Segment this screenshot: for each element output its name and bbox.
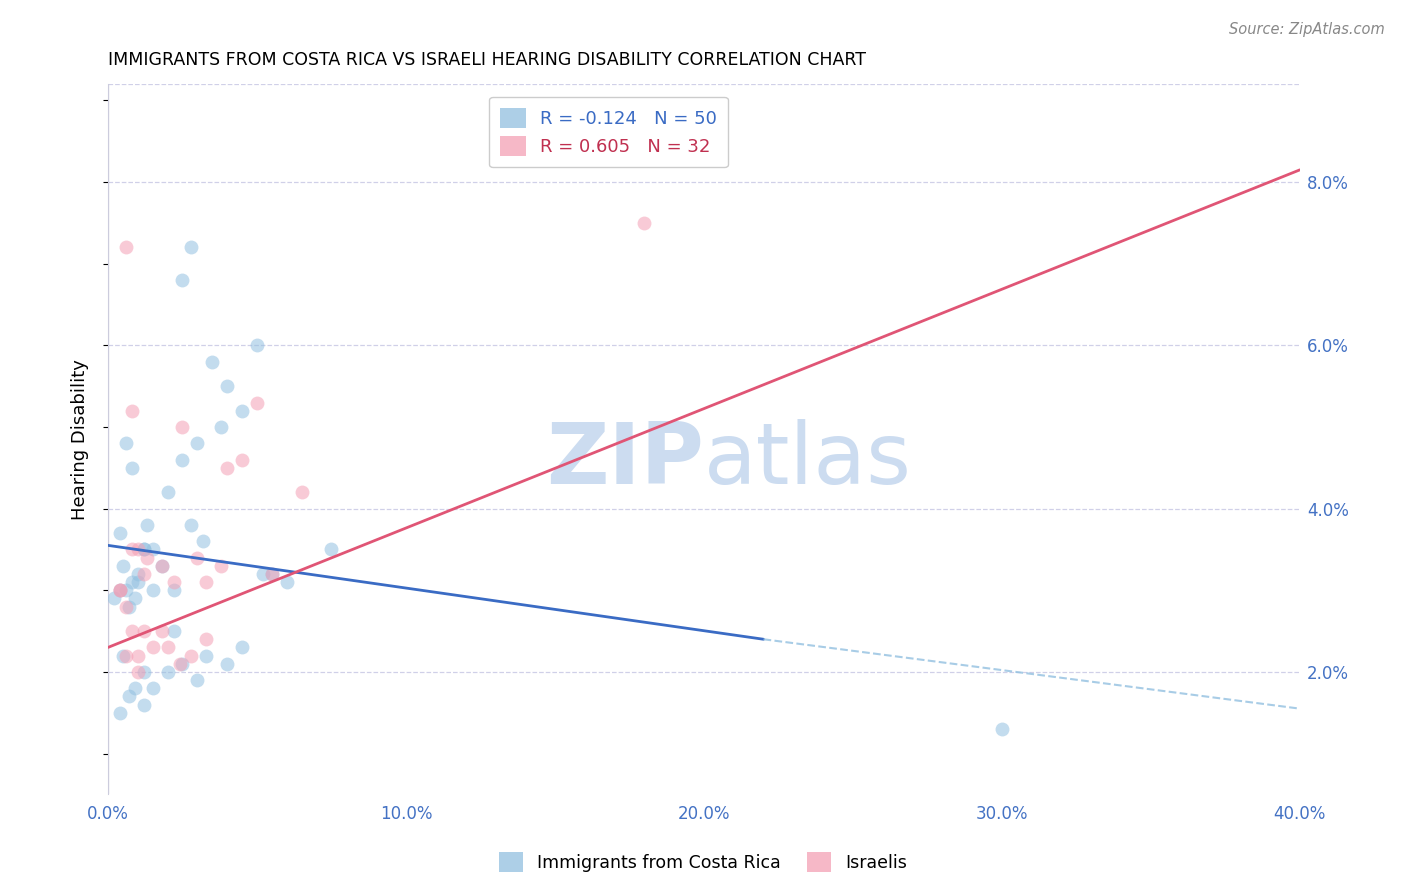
Y-axis label: Hearing Disability: Hearing Disability	[72, 359, 89, 520]
Point	[111, 558, 134, 573]
Point	[121, 624, 143, 639]
Point	[169, 657, 191, 671]
Point	[121, 542, 143, 557]
Text: atlas: atlas	[704, 419, 912, 502]
Point	[231, 452, 253, 467]
Point	[127, 542, 149, 557]
Point	[115, 240, 138, 254]
Point	[291, 485, 314, 500]
Point	[260, 566, 283, 581]
Point	[124, 681, 146, 696]
Point	[121, 575, 143, 590]
Point	[156, 640, 179, 655]
Point	[132, 566, 155, 581]
Point	[142, 583, 165, 598]
Point	[217, 460, 239, 475]
Point	[321, 542, 343, 557]
Point	[111, 648, 134, 663]
Point	[195, 648, 218, 663]
Point	[118, 690, 141, 704]
Point	[142, 681, 165, 696]
Point	[231, 640, 253, 655]
Point	[108, 706, 131, 720]
Point	[132, 542, 155, 557]
Point	[172, 420, 194, 434]
Point	[132, 698, 155, 712]
Point	[209, 420, 232, 434]
Point	[162, 583, 184, 598]
Point	[260, 566, 283, 581]
Point	[156, 485, 179, 500]
Point	[142, 640, 165, 655]
Point	[186, 550, 208, 565]
Point	[150, 624, 173, 639]
Point	[115, 599, 138, 614]
Point	[132, 665, 155, 679]
Point	[127, 566, 149, 581]
Point	[186, 436, 208, 450]
Point	[209, 558, 232, 573]
Point	[180, 648, 202, 663]
Legend: Immigrants from Costa Rica, Israelis: Immigrants from Costa Rica, Israelis	[492, 845, 914, 879]
Point	[121, 403, 143, 417]
Point	[172, 452, 194, 467]
Point	[162, 624, 184, 639]
Point	[118, 599, 141, 614]
Point	[246, 395, 269, 409]
Point	[180, 518, 202, 533]
Point	[991, 722, 1014, 736]
Point	[108, 526, 131, 541]
Point	[193, 534, 215, 549]
Point	[121, 460, 143, 475]
Point	[172, 273, 194, 287]
Point	[172, 657, 194, 671]
Point	[246, 338, 269, 352]
Point	[115, 583, 138, 598]
Point	[180, 240, 202, 254]
Point	[132, 624, 155, 639]
Point	[108, 583, 131, 598]
Point	[156, 665, 179, 679]
Text: IMMIGRANTS FROM COSTA RICA VS ISRAELI HEARING DISABILITY CORRELATION CHART: IMMIGRANTS FROM COSTA RICA VS ISRAELI HE…	[108, 51, 866, 69]
Point	[633, 216, 655, 230]
Point	[231, 403, 253, 417]
Point	[127, 575, 149, 590]
Text: ZIP: ZIP	[546, 419, 704, 502]
Point	[150, 558, 173, 573]
Point	[252, 566, 274, 581]
Point	[150, 558, 173, 573]
Point	[135, 518, 157, 533]
Point	[201, 354, 224, 368]
Point	[217, 379, 239, 393]
Point	[108, 583, 131, 598]
Point	[276, 575, 298, 590]
Point	[186, 673, 208, 687]
Point	[103, 591, 125, 606]
Point	[195, 632, 218, 647]
Text: Source: ZipAtlas.com: Source: ZipAtlas.com	[1229, 22, 1385, 37]
Point	[162, 575, 184, 590]
Point	[127, 648, 149, 663]
Point	[217, 657, 239, 671]
Point	[132, 542, 155, 557]
Point	[142, 542, 165, 557]
Point	[195, 575, 218, 590]
Point	[124, 591, 146, 606]
Point	[135, 550, 157, 565]
Point	[108, 583, 131, 598]
Point	[115, 648, 138, 663]
Legend: R = -0.124   N = 50, R = 0.605   N = 32: R = -0.124 N = 50, R = 0.605 N = 32	[489, 96, 728, 168]
Point	[127, 665, 149, 679]
Point	[115, 436, 138, 450]
